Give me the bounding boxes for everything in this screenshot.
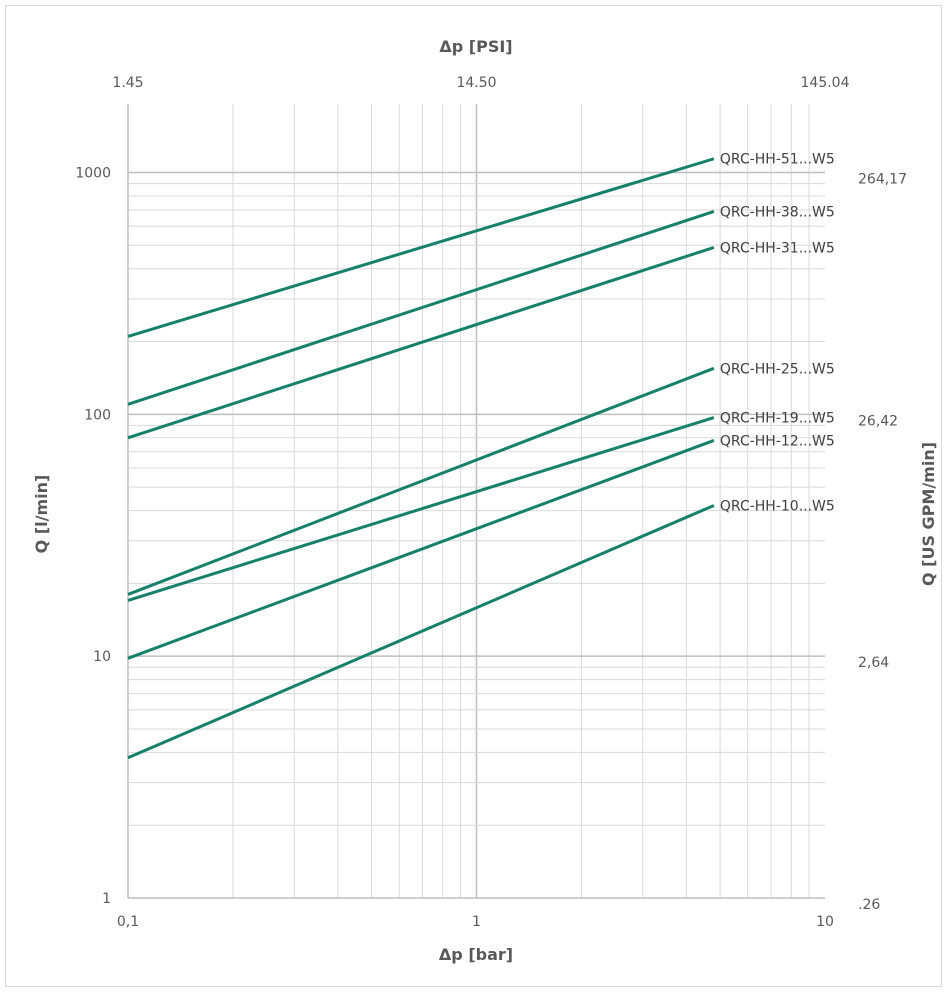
series-label: QRC-HH-51...W5 bbox=[720, 152, 835, 168]
right-axis-tick-label: 2,64 bbox=[858, 655, 889, 671]
series-label: QRC-HH-38...W5 bbox=[720, 204, 835, 220]
series-label: QRC-HH-25...W5 bbox=[720, 361, 835, 377]
grid-lines bbox=[128, 104, 825, 898]
y-tick-label: 1 bbox=[102, 891, 111, 907]
top-axis-tick-label: 14.50 bbox=[456, 75, 496, 91]
series-label: QRC-HH-12...W5 bbox=[720, 433, 835, 449]
series-line bbox=[127, 504, 715, 760]
series-line bbox=[127, 416, 715, 602]
series-line bbox=[127, 157, 715, 338]
series-label: QRC-HH-19...W5 bbox=[720, 411, 835, 427]
x-tick-label: 1 bbox=[472, 914, 481, 930]
right-axis-tick-label: .26 bbox=[858, 897, 880, 913]
top-axis-tick-label: 145.04 bbox=[801, 75, 850, 91]
top-axis-tick-label: 1.45 bbox=[112, 75, 143, 91]
tick-labels: 0,1 1 10 1.45 14.50 145.04 1 10 100 1000 .26 2,64 26… bbox=[75, 75, 907, 930]
right-axis-tick-label: 264,17 bbox=[858, 172, 907, 188]
right-axis-tick-label: 26,42 bbox=[858, 413, 898, 429]
series-line bbox=[127, 439, 715, 660]
axes bbox=[127, 104, 825, 899]
series-line bbox=[127, 366, 715, 596]
right-axis-title: Q [US GPM/min] bbox=[919, 442, 938, 586]
top-axis-title: Δp [PSI] bbox=[439, 37, 512, 56]
y-tick-label: 1000 bbox=[75, 166, 111, 182]
y-tick-label: 100 bbox=[84, 407, 111, 423]
x-tick-label: 0,1 bbox=[117, 914, 139, 930]
y-axis-title: Q [l/min] bbox=[32, 475, 51, 554]
series-lines: QRC-HH-51...W5 QRC-HH-38...W5 QRC-HH-31...… bbox=[127, 152, 835, 760]
series-line bbox=[127, 210, 715, 406]
x-tick-label: 10 bbox=[816, 914, 834, 930]
chart-frame bbox=[5, 5, 942, 987]
series-label: QRC-HH-31...W5 bbox=[720, 240, 835, 256]
y-tick-label: 10 bbox=[93, 649, 111, 665]
x-axis-title: Δp [bar] bbox=[439, 945, 513, 964]
series-label: QRC-HH-10...W5 bbox=[720, 498, 835, 514]
series-line bbox=[127, 246, 715, 440]
